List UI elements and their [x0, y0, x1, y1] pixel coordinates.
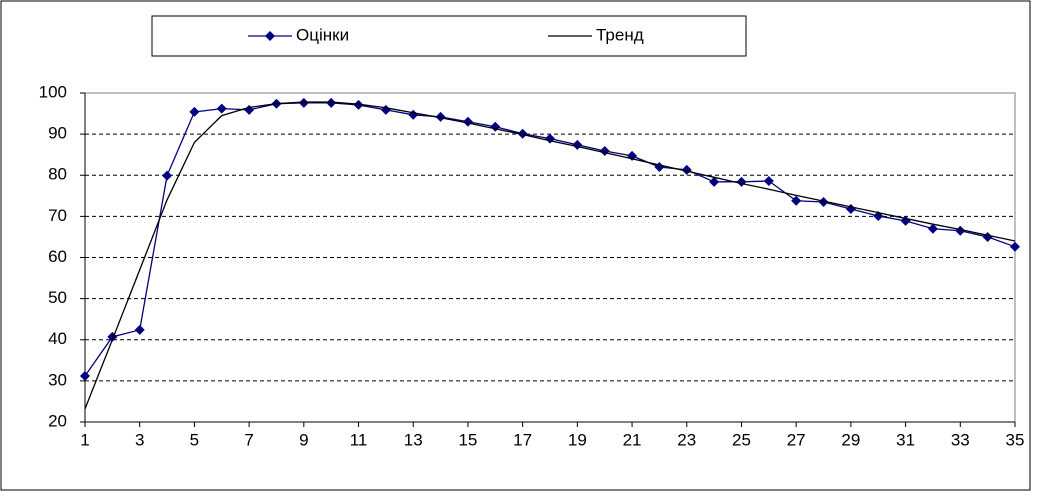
data-point [134, 324, 145, 335]
y-tick-label: 90 [48, 124, 67, 143]
legend-label: Тренд [596, 25, 644, 44]
x-tick-label: 9 [299, 430, 308, 449]
x-tick-label: 19 [568, 430, 587, 449]
legend-label: Оцінки [296, 25, 349, 44]
data-point [353, 99, 364, 110]
y-tick-label: 30 [48, 370, 67, 389]
y-tick-label: 60 [48, 247, 67, 266]
y-tick-label: 100 [39, 82, 67, 101]
data-point [298, 97, 309, 108]
data-point [1010, 241, 1020, 252]
data-point [162, 170, 173, 181]
data-point [709, 176, 720, 187]
data-point [517, 128, 528, 139]
data-point [791, 195, 802, 206]
data-point [927, 223, 938, 234]
x-tick-label: 15 [458, 430, 477, 449]
data-point [80, 370, 90, 381]
x-tick-label: 3 [135, 430, 144, 449]
data-point [326, 97, 337, 108]
x-tick-label: 5 [190, 430, 199, 449]
y-tick-label: 80 [48, 165, 67, 184]
x-tick-label: 1 [80, 430, 89, 449]
y-tick-label: 40 [48, 329, 67, 348]
x-tick-label: 31 [896, 430, 915, 449]
data-point [681, 164, 692, 175]
x-tick-label: 35 [1006, 430, 1025, 449]
x-tick-label: 29 [841, 430, 860, 449]
y-tick-label: 50 [48, 288, 67, 307]
x-tick-label: 23 [677, 430, 696, 449]
x-tick-label: 27 [787, 430, 806, 449]
y-tick-label: 20 [48, 411, 67, 430]
y-tick-label: 70 [48, 206, 67, 225]
x-tick-label: 25 [732, 430, 751, 449]
data-point [763, 176, 774, 187]
legend-box [151, 15, 747, 57]
x-tick-label: 7 [244, 430, 253, 449]
data-point [216, 103, 227, 114]
data-point [818, 196, 829, 207]
x-tick-label: 21 [623, 430, 642, 449]
x-tick-label: 13 [404, 430, 423, 449]
x-tick-label: 33 [951, 430, 970, 449]
data-point [189, 106, 200, 117]
x-tick-label: 17 [513, 430, 532, 449]
legend-marker [265, 31, 275, 41]
data-point [462, 116, 473, 127]
series-line [84, 101, 1016, 410]
x-tick-label: 11 [350, 430, 368, 449]
data-point [435, 111, 446, 122]
data-point [955, 225, 966, 236]
